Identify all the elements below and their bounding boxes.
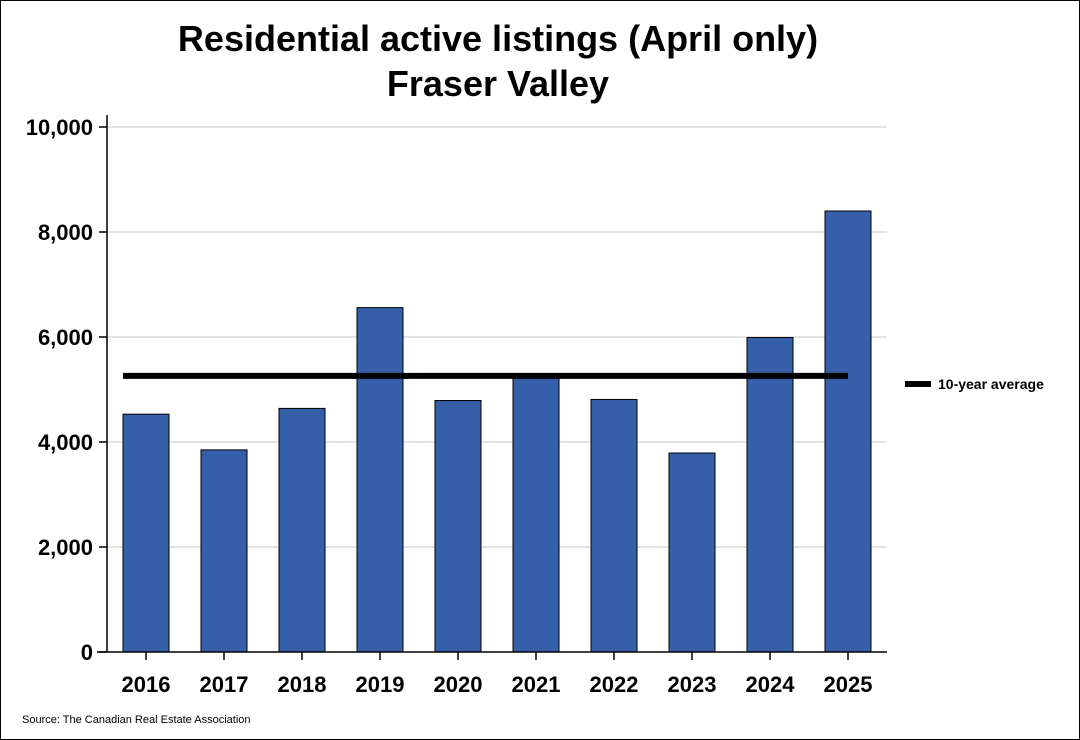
x-tick-label-2025: 2025 (824, 672, 873, 697)
y-tick-label-0: 0 (81, 640, 93, 665)
x-tick-label-2024: 2024 (746, 672, 796, 697)
bar-2017 (200, 449, 248, 653)
y-tick-label-10000: 10,000 (26, 115, 93, 140)
x-tick-label-2016: 2016 (122, 672, 171, 697)
legend: 10-year average (905, 376, 1044, 392)
bar-2016 (122, 413, 170, 653)
x-tick-label-2017: 2017 (200, 672, 249, 697)
y-tick-label-4000: 4,000 (38, 430, 93, 455)
bar-2025 (824, 210, 872, 653)
y-tick-label-2000: 2,000 (38, 535, 93, 560)
bar-2024 (746, 337, 794, 653)
x-tick-label-2023: 2023 (668, 672, 717, 697)
x-tick-label-2019: 2019 (356, 672, 405, 697)
bar-2018 (278, 407, 326, 653)
chart-title-line-1: Residential active listings (April only) (178, 18, 818, 59)
bar-2019 (356, 307, 404, 653)
y-ticks: 0 2,000 4,000 6,000 8,000 10,000 (26, 115, 107, 665)
bars (122, 210, 872, 653)
x-tick-label-2020: 2020 (434, 672, 483, 697)
bar-2021 (512, 376, 560, 653)
bar-2023 (668, 452, 716, 653)
x-tick-label-2022: 2022 (590, 672, 639, 697)
legend-label: 10-year average (938, 376, 1044, 392)
y-tick-label-6000: 6,000 (38, 325, 93, 350)
y-tick-label-8000: 8,000 (38, 220, 93, 245)
chart-title-line-2: Fraser Valley (387, 63, 609, 104)
axes (97, 115, 887, 653)
source-note: Source: The Canadian Real Estate Associa… (22, 714, 251, 726)
bar-2022 (590, 398, 638, 653)
x-tick-label-2018: 2018 (278, 672, 327, 697)
x-ticks: 2016 2017 2018 2019 2020 2021 2022 2023 2024 2025 (122, 652, 873, 697)
x-tick-label-2021: 2021 (512, 672, 561, 697)
bar-2020 (434, 400, 482, 653)
